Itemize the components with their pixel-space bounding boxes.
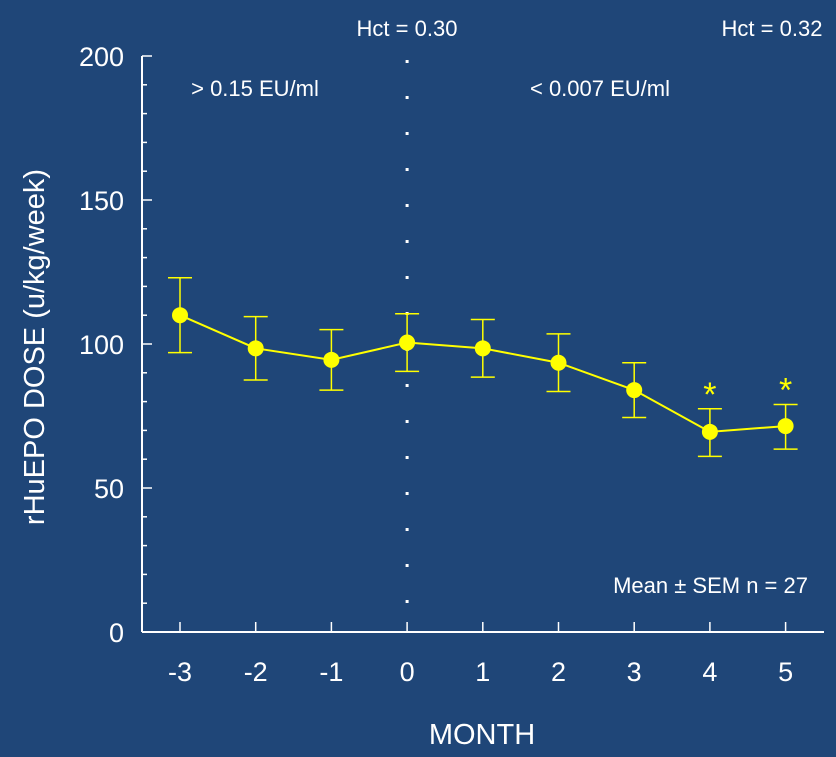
significance-markers: * * xyxy=(703,371,792,413)
x-tick-label: 5 xyxy=(778,657,793,687)
x-tick-label: 3 xyxy=(627,657,642,687)
significance-asterisk: * xyxy=(779,371,792,409)
data-point xyxy=(550,354,567,371)
data-point xyxy=(626,382,643,399)
significance-asterisk: * xyxy=(703,376,716,414)
y-tick-label: 50 xyxy=(94,474,124,504)
x-tick-label: 0 xyxy=(400,657,415,687)
y-tick-label: 0 xyxy=(109,618,124,648)
data-point xyxy=(701,423,718,440)
region-left-label: > 0.15 EU/ml xyxy=(191,76,319,101)
x-tick-label: -3 xyxy=(168,657,192,687)
x-tick-label: -2 xyxy=(244,657,268,687)
y-tick-label: 150 xyxy=(79,186,124,216)
data-point xyxy=(172,307,188,324)
x-tick-label: 4 xyxy=(702,657,717,687)
hct-left-label: Hct = 0.30 xyxy=(357,16,458,41)
data-point xyxy=(399,334,416,351)
data-point xyxy=(777,418,794,435)
hct-right-label: Hct = 0.32 xyxy=(722,16,823,41)
stats-note: Mean ± SEM n = 27 xyxy=(613,573,808,598)
y-tick-label: 100 xyxy=(79,330,124,360)
x-ticks: -3 -2 -1 0 1 2 3 4 5 xyxy=(168,622,793,687)
data-point xyxy=(323,351,340,368)
series-group xyxy=(168,277,798,458)
y-axis-title: rHuEPO DOSE (u/kg/week) xyxy=(19,169,51,525)
data-point xyxy=(247,340,264,357)
region-right-label: < 0.007 EU/ml xyxy=(530,76,670,101)
x-tick-label: 2 xyxy=(551,657,566,687)
y-ticks: 0 50 100 150 200 xyxy=(79,42,152,648)
data-point xyxy=(474,340,491,357)
x-tick-label: -1 xyxy=(319,657,343,687)
y-tick-label: 200 xyxy=(79,42,124,72)
x-axis-title: MONTH xyxy=(429,719,535,751)
x-tick-label: 1 xyxy=(475,657,490,687)
